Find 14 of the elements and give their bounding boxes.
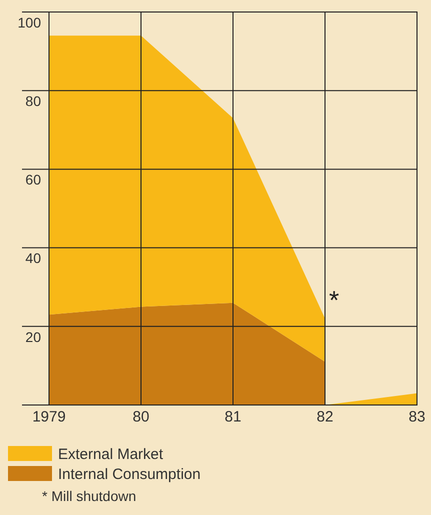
- x-tick-label: 1979: [32, 408, 66, 426]
- y-tick-label: 60: [25, 172, 42, 188]
- y-tick-label: 100: [18, 14, 42, 30]
- y-tick-label: 80: [25, 93, 42, 109]
- legend-label: External Market: [58, 446, 164, 463]
- x-tick-label: 81: [224, 408, 242, 426]
- text: * Mill shutdown: [42, 488, 136, 504]
- annotation: *: [329, 284, 340, 315]
- y-tick-label: 40: [25, 250, 42, 266]
- x-tick-label: 82: [316, 408, 334, 426]
- y-tick-label: 20: [25, 328, 42, 345]
- legend-label: Internal Consumption: [58, 466, 201, 483]
- x-tick-label: 80: [132, 408, 150, 426]
- x-tick-label: 83: [408, 408, 426, 426]
